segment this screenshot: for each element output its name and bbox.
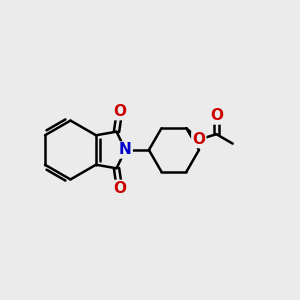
Text: O: O	[113, 104, 126, 119]
Text: N: N	[119, 142, 132, 158]
Text: O: O	[210, 109, 223, 124]
Text: O: O	[113, 181, 126, 196]
Text: O: O	[192, 132, 205, 147]
